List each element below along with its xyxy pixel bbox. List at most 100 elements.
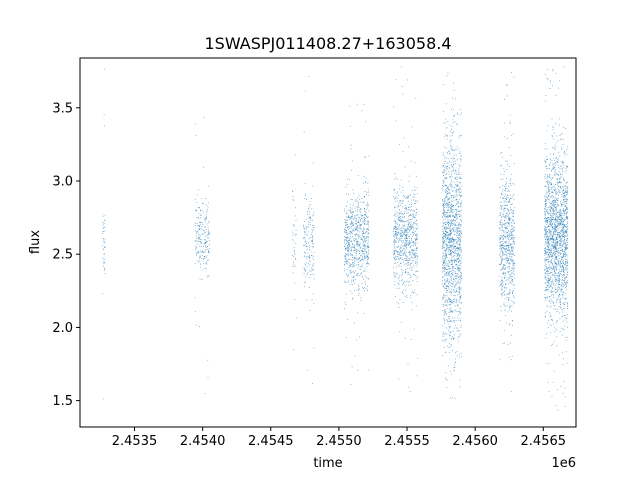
data-point	[411, 240, 413, 242]
data-point	[443, 242, 445, 244]
data-point	[363, 157, 365, 158]
data-point	[551, 248, 553, 250]
data-point	[353, 224, 355, 226]
data-point	[446, 135, 448, 137]
data-point	[361, 255, 363, 257]
data-point	[564, 302, 566, 303]
data-point	[446, 127, 448, 129]
data-point	[460, 275, 462, 277]
data-point	[351, 244, 353, 246]
data-point	[412, 225, 414, 227]
data-point	[504, 224, 506, 226]
data-point	[547, 199, 549, 201]
data-point	[455, 209, 457, 211]
data-point	[358, 284, 360, 286]
data-point	[444, 250, 446, 252]
data-point	[513, 260, 515, 262]
data-point	[401, 259, 403, 261]
data-point	[452, 251, 454, 252]
data-point	[447, 193, 449, 194]
data-point	[504, 246, 506, 247]
data-point	[455, 184, 456, 186]
data-point	[504, 204, 506, 206]
data-point	[345, 224, 346, 226]
data-point	[561, 247, 563, 249]
data-point	[559, 260, 561, 262]
data-point	[544, 234, 546, 235]
data-point	[460, 185, 462, 187]
data-point	[447, 231, 449, 233]
data-point	[554, 197, 556, 199]
data-point	[403, 234, 405, 235]
data-point	[551, 268, 553, 270]
data-point	[511, 305, 513, 306]
data-point	[566, 321, 568, 323]
data-point	[507, 187, 509, 189]
data-point	[366, 277, 368, 279]
data-point	[361, 215, 363, 217]
data-point	[442, 239, 444, 241]
data-point	[558, 214, 560, 215]
data-point	[451, 128, 452, 130]
data-point	[507, 249, 509, 251]
data-point	[567, 187, 568, 189]
data-point	[201, 222, 203, 223]
data-point	[548, 188, 549, 190]
data-point	[355, 239, 357, 240]
data-point	[350, 216, 352, 218]
data-point	[460, 274, 462, 276]
data-point	[512, 279, 513, 281]
data-point	[454, 216, 456, 218]
data-point	[361, 250, 363, 251]
data-point	[393, 244, 395, 245]
data-point	[311, 257, 313, 259]
data-point	[360, 229, 362, 231]
data-point	[446, 286, 448, 287]
data-point	[204, 239, 206, 240]
data-point	[511, 277, 513, 279]
data-point	[351, 248, 352, 250]
data-point	[365, 248, 367, 250]
data-point	[503, 214, 505, 215]
data-point	[444, 258, 446, 259]
data-point	[451, 237, 453, 239]
data-point	[455, 224, 456, 226]
data-point	[549, 252, 551, 254]
data-point	[507, 247, 509, 249]
data-point	[442, 187, 443, 189]
data-point	[450, 291, 452, 292]
data-point	[409, 228, 411, 230]
data-point	[501, 229, 503, 231]
data-point	[304, 234, 306, 236]
data-point	[564, 256, 566, 258]
data-point	[563, 254, 565, 256]
data-point	[446, 273, 448, 275]
data-point	[397, 272, 399, 274]
data-point	[544, 248, 546, 249]
data-point	[442, 165, 444, 167]
data-point	[409, 175, 411, 177]
data-point	[353, 290, 355, 292]
data-point	[507, 297, 509, 299]
data-point	[362, 243, 364, 245]
data-point	[502, 277, 503, 279]
data-point	[447, 197, 449, 199]
data-point	[547, 251, 548, 253]
data-point	[455, 299, 457, 300]
data-point	[352, 218, 354, 220]
data-point	[198, 251, 199, 253]
data-point	[413, 292, 414, 294]
data-point	[358, 230, 360, 232]
data-point	[511, 257, 513, 259]
data-point	[546, 252, 548, 253]
data-point	[457, 243, 459, 245]
data-point	[504, 207, 505, 209]
data-point	[451, 300, 453, 301]
data-point	[449, 229, 451, 231]
data-point	[557, 217, 559, 218]
data-point	[416, 247, 418, 249]
data-point	[507, 299, 509, 301]
data-point	[446, 327, 448, 329]
data-point	[197, 252, 199, 254]
data-point	[304, 241, 306, 243]
